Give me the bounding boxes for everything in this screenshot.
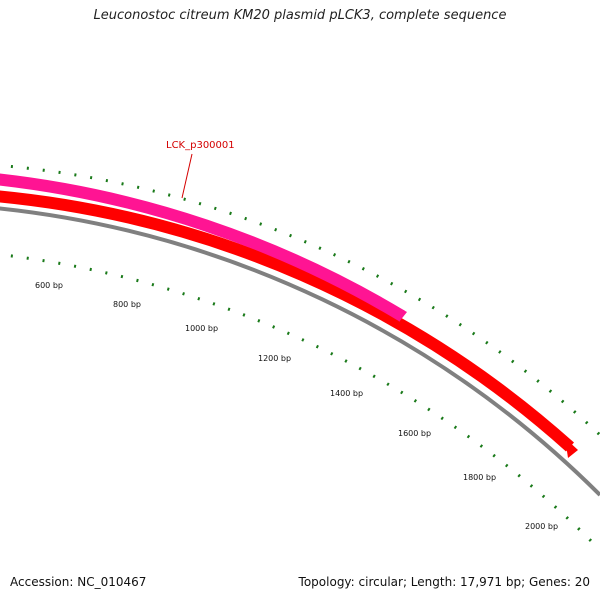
map-title: Leuconostoc citreum KM20 plasmid pLCK3, … [93, 8, 507, 23]
accession-text: Accession: NC_010467 [10, 575, 147, 589]
gene-arrowhead-inner [565, 438, 578, 458]
outer-tick-ring [0, 163, 600, 437]
summary-text: Topology: circular; Length: 17,971 bp; G… [298, 575, 590, 589]
scale-label: 1200 bp [258, 354, 291, 363]
gene-label-leader [181, 153, 193, 199]
gene-arrow-inner [0, 190, 575, 452]
scale-label: 1600 bp [398, 429, 431, 438]
scale-label: 1800 bp [463, 473, 496, 482]
scale-label: 600 bp [35, 281, 63, 290]
scale-label: 800 bp [113, 300, 141, 309]
scale-label: 1400 bp [330, 389, 363, 398]
gene-label: LCK_p300001 [166, 140, 235, 151]
scale-label: 2000 bp [525, 522, 558, 531]
gene-arrow-outer [0, 173, 406, 322]
backbone-circle [0, 206, 600, 497]
gene-arrowhead-outer [396, 306, 407, 322]
scale-label: 1000 bp [185, 324, 218, 333]
inner-tick-ring [0, 253, 600, 552]
